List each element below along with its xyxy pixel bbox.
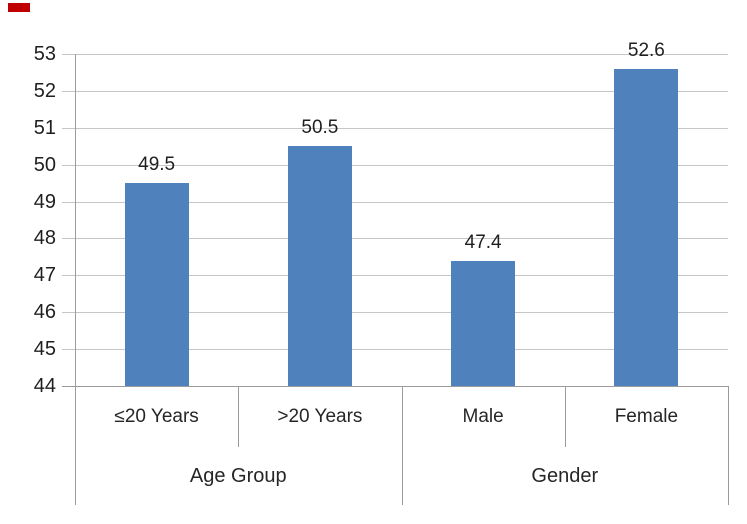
bar — [287, 146, 352, 386]
data-label: 47.4 — [464, 231, 502, 253]
group-label: Gender — [531, 464, 599, 487]
gridline — [62, 164, 728, 166]
y-tick-label: 52 — [33, 79, 56, 102]
gridline — [62, 238, 728, 240]
category-label: Male — [462, 405, 504, 427]
group-divider-line — [401, 386, 403, 505]
y-tick-label: 51 — [33, 116, 56, 139]
y-tick-label: 50 — [33, 153, 56, 176]
y-tick-label: 46 — [33, 301, 56, 324]
y-tick-label: 44 — [33, 375, 56, 397]
category-axis-line — [62, 386, 728, 387]
y-tick-label: 53 — [33, 43, 56, 65]
category-label: Female — [614, 405, 679, 427]
gridline — [62, 312, 728, 314]
bar — [124, 183, 189, 386]
y-tick-label: 47 — [33, 264, 56, 287]
gridline — [62, 54, 728, 55]
bar — [451, 260, 516, 386]
red-corner-mark — [8, 3, 30, 12]
y-tick-label: 45 — [33, 338, 56, 361]
data-label: 50.5 — [301, 117, 339, 139]
category-divider-line — [238, 386, 240, 447]
gridline — [62, 90, 728, 92]
axis-right-boundary-line — [728, 386, 729, 505]
category-label: ≤20 Years — [114, 405, 199, 427]
gridline — [62, 201, 728, 203]
y-axis-line — [75, 54, 76, 505]
gridline — [62, 127, 728, 129]
data-label: 52.6 — [627, 39, 665, 61]
gridline — [62, 349, 728, 351]
y-tick-label: 49 — [33, 190, 56, 213]
group-label: Age Group — [189, 464, 287, 487]
category-divider-line — [564, 386, 566, 447]
data-label: 49.5 — [138, 154, 176, 176]
gridline — [62, 275, 728, 277]
bar — [614, 68, 679, 386]
category-label: >20 Years — [277, 405, 363, 427]
y-tick-label: 48 — [33, 227, 56, 250]
